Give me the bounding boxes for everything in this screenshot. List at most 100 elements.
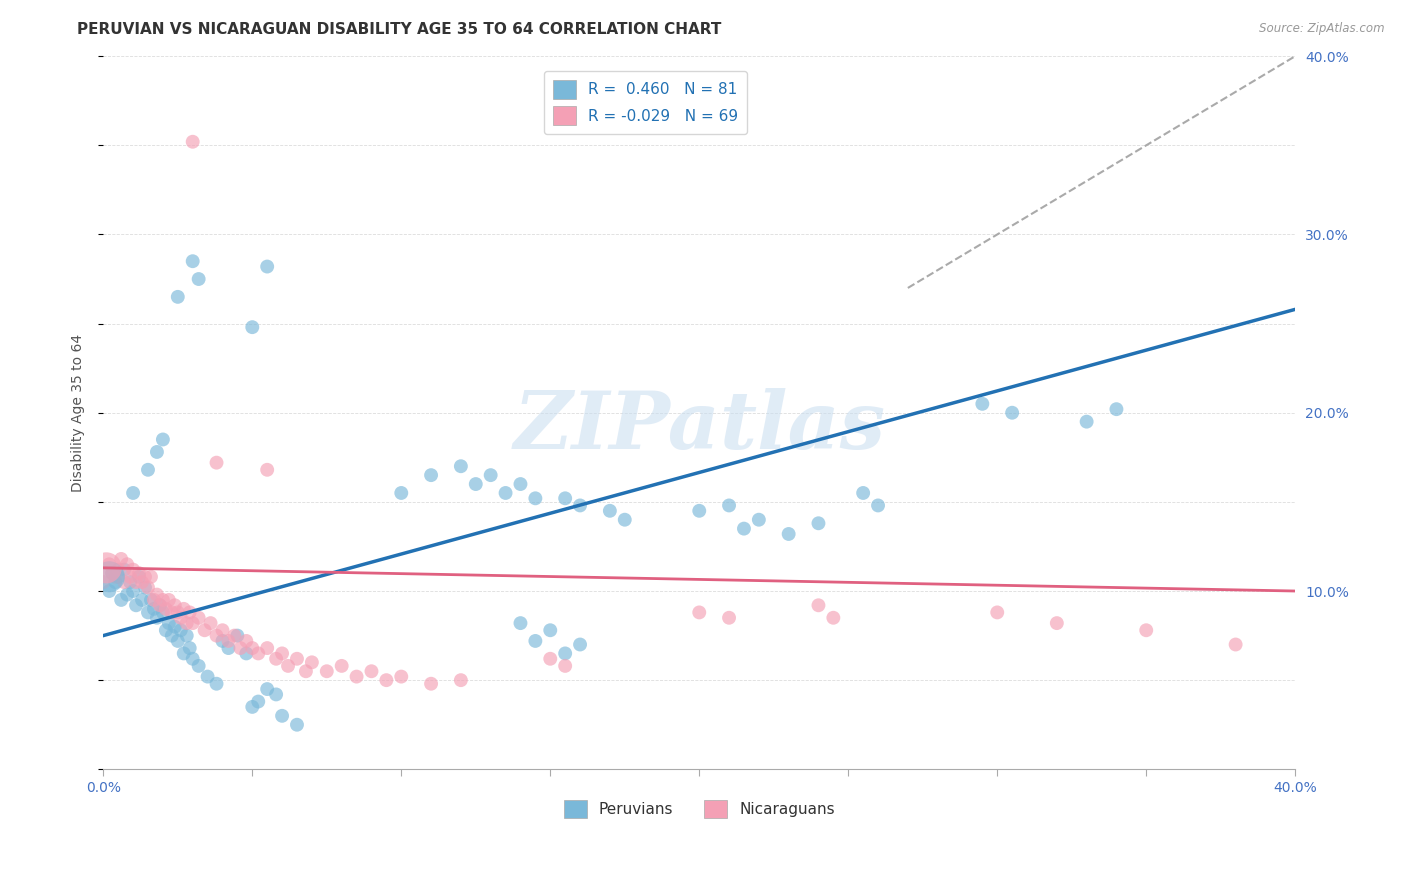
Point — [509, 477, 531, 491]
Point — [181, 616, 204, 631]
Point — [205, 677, 228, 691]
Point — [224, 629, 246, 643]
Point — [718, 499, 741, 513]
Point — [152, 606, 174, 620]
Point — [122, 486, 145, 500]
Point — [155, 624, 177, 638]
Point — [450, 459, 472, 474]
Point — [509, 616, 531, 631]
Point — [181, 135, 204, 149]
Point — [389, 670, 412, 684]
Text: ZIPatlas: ZIPatlas — [513, 388, 886, 466]
Point — [181, 254, 204, 268]
Point — [256, 682, 278, 697]
Point — [240, 320, 263, 334]
Point — [107, 570, 129, 584]
Point — [179, 641, 201, 656]
Point — [688, 504, 710, 518]
Point — [264, 688, 287, 702]
Point — [235, 647, 257, 661]
Point — [986, 606, 1008, 620]
Point — [599, 504, 621, 518]
Point — [152, 593, 174, 607]
Point — [733, 522, 755, 536]
Point — [187, 611, 209, 625]
Point — [179, 606, 201, 620]
Text: Source: ZipAtlas.com: Source: ZipAtlas.com — [1260, 22, 1385, 36]
Point — [166, 290, 188, 304]
Point — [972, 397, 994, 411]
Point — [160, 629, 183, 643]
Point — [718, 611, 741, 625]
Point — [315, 665, 337, 679]
Point — [1001, 406, 1024, 420]
Point — [330, 659, 353, 673]
Point — [125, 599, 148, 613]
Point — [295, 665, 318, 679]
Point — [104, 575, 127, 590]
Point — [807, 516, 830, 531]
Point — [1135, 624, 1157, 638]
Point — [112, 563, 135, 577]
Point — [187, 659, 209, 673]
Point — [375, 673, 398, 688]
Point — [110, 552, 132, 566]
Point — [181, 652, 204, 666]
Point — [197, 670, 219, 684]
Point — [554, 491, 576, 506]
Point — [256, 260, 278, 274]
Point — [538, 624, 561, 638]
Point — [1105, 402, 1128, 417]
Point — [569, 638, 592, 652]
Point — [200, 616, 222, 631]
Point — [115, 558, 138, 572]
Point — [163, 599, 186, 613]
Point — [479, 468, 502, 483]
Point — [131, 593, 153, 607]
Point — [160, 606, 183, 620]
Point — [420, 677, 443, 691]
Point — [120, 575, 142, 590]
Point — [229, 641, 252, 656]
Point — [98, 584, 121, 599]
Point — [131, 575, 153, 590]
Point — [285, 717, 308, 731]
Point — [104, 570, 127, 584]
Point — [495, 486, 517, 500]
Point — [554, 647, 576, 661]
Y-axis label: Disability Age 35 to 64: Disability Age 35 to 64 — [72, 334, 86, 491]
Point — [1225, 638, 1247, 652]
Point — [139, 593, 162, 607]
Point — [524, 634, 547, 648]
Point — [173, 647, 195, 661]
Point — [823, 611, 845, 625]
Point — [91, 575, 114, 590]
Text: PERUVIAN VS NICARAGUAN DISABILITY AGE 35 TO 64 CORRELATION CHART: PERUVIAN VS NICARAGUAN DISABILITY AGE 35… — [77, 22, 721, 37]
Point — [205, 456, 228, 470]
Point — [128, 566, 150, 581]
Point — [464, 477, 486, 491]
Point — [128, 570, 150, 584]
Point — [1076, 415, 1098, 429]
Point — [205, 629, 228, 643]
Point — [271, 647, 294, 661]
Point — [176, 616, 198, 631]
Point — [194, 624, 217, 638]
Point — [277, 659, 299, 673]
Point — [136, 463, 159, 477]
Point — [420, 468, 443, 483]
Point — [346, 670, 368, 684]
Point — [134, 570, 156, 584]
Point — [122, 584, 145, 599]
Point — [155, 602, 177, 616]
Point — [139, 570, 162, 584]
Point — [247, 694, 270, 708]
Point — [807, 599, 830, 613]
Point — [285, 652, 308, 666]
Point — [688, 606, 710, 620]
Point — [450, 673, 472, 688]
Point — [176, 629, 198, 643]
Point — [134, 581, 156, 595]
Point — [142, 593, 165, 607]
Point — [748, 513, 770, 527]
